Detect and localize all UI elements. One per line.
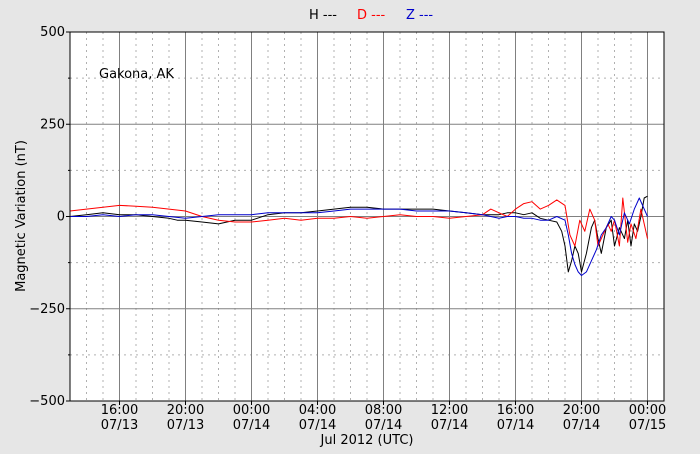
legend-entry-z: Z --- [406,8,433,23]
y-tick-label: 500 [40,25,65,40]
x-tick-label-time: 04:00 [299,403,336,418]
x-tick-label-date: 07/14 [233,418,270,433]
x-tick-label-date: 07/13 [167,418,204,433]
legend: H --- D --- Z --- [309,8,433,23]
legend-entry-d: D --- [357,8,386,23]
x-tick-label-time: 20:00 [167,403,204,418]
series-line-z [70,197,648,276]
grid-lines [69,32,665,401]
x-tick-label-time: 12:00 [431,403,468,418]
y-tick-label: 0 [57,210,65,225]
y-axis-label: Magnetic Variation (nT) [14,140,29,292]
y-tick-label: 250 [40,117,65,132]
x-tick-label-time: 00:00 [233,403,270,418]
station-annotation: Gakona, AK [99,67,174,82]
axes: 5002500−250−50016:0007/1320:0007/1300:00… [29,25,666,433]
legend-entry-h: H --- [309,8,337,23]
x-tick-label-date: 07/14 [365,418,402,433]
y-tick-label: −250 [29,302,65,317]
x-tick-label-date: 07/14 [431,418,468,433]
y-tick-label: −500 [29,394,65,409]
x-tick-label-time: 20:00 [563,403,600,418]
x-tick-label-time: 16:00 [497,403,534,418]
x-tick-label-time: 08:00 [365,403,402,418]
x-tick-label-time: 16:00 [101,403,138,418]
x-tick-label-date: 07/13 [101,418,138,433]
series-line-d [69,197,648,247]
x-tick-label-date: 07/14 [497,418,534,433]
x-tick-label-time: 00:00 [629,403,666,418]
x-axis-label: Jul 2012 (UTC) [320,433,414,448]
x-tick-label-date: 07/14 [299,418,336,433]
x-tick-label-date: 07/14 [563,418,600,433]
data-series [69,195,648,276]
x-tick-label-date: 07/15 [629,418,666,433]
